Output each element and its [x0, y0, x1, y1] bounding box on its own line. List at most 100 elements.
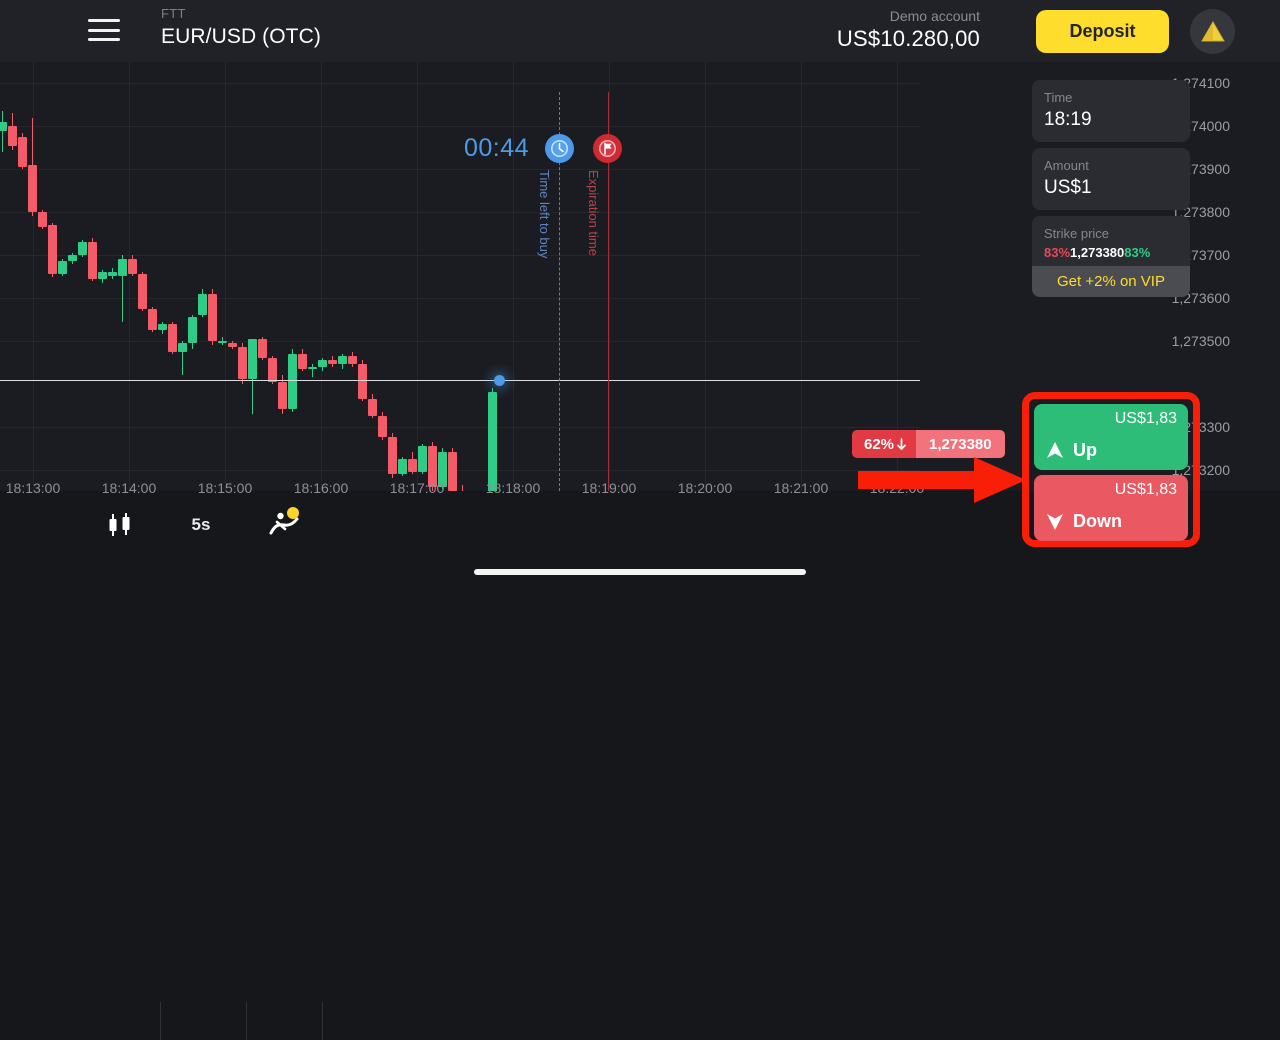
- gridline-vertical: [801, 62, 802, 491]
- hamburger-bar: [88, 38, 120, 41]
- candle-body: [388, 437, 397, 473]
- hamburger-bar: [88, 19, 120, 22]
- indicators-button[interactable]: [262, 503, 306, 543]
- home-indicator: [474, 569, 806, 575]
- candle: [0, 111, 7, 152]
- candle: [398, 457, 407, 476]
- candle: [348, 352, 357, 367]
- candle: [108, 268, 117, 279]
- candle: [408, 452, 417, 473]
- clock-icon[interactable]: [545, 134, 574, 163]
- candle-body: [268, 358, 277, 382]
- vip-upsell-button[interactable]: Get +2% on VIP: [1032, 266, 1190, 297]
- gridline-vertical: [129, 62, 130, 491]
- current-price-value: 1,273380: [916, 430, 1005, 458]
- time-tick-label: 18:16:00: [294, 480, 349, 496]
- candle: [208, 289, 217, 345]
- account-balance-block[interactable]: Demo account US$10.280,00: [837, 7, 980, 52]
- candle-body: [328, 360, 337, 364]
- flag-icon[interactable]: [593, 134, 622, 163]
- avatar[interactable]: [1190, 9, 1235, 54]
- candle: [38, 210, 47, 229]
- asset-selector[interactable]: FTT EUR/USD (OTC): [161, 6, 321, 50]
- time-tick-label: 18:19:00: [582, 480, 637, 496]
- deposit-button[interactable]: Deposit: [1036, 10, 1169, 53]
- candle-body: [168, 324, 177, 352]
- gridline-vertical: [897, 62, 898, 491]
- candle: [178, 341, 187, 375]
- candle-body: [78, 242, 87, 255]
- candle-body: [198, 294, 207, 315]
- candle: [488, 388, 497, 491]
- flag-glyph: [598, 139, 617, 158]
- candle: [228, 341, 237, 350]
- expiry-time-field[interactable]: Time 18:19: [1032, 80, 1190, 142]
- trade-buttons: US$1,83 Up US$1,83 Down: [1034, 404, 1188, 546]
- price-change-percent: 62%: [852, 430, 916, 458]
- gridline-vertical: [321, 62, 322, 491]
- down-button[interactable]: US$1,83 Down: [1034, 475, 1188, 541]
- candle-body: [148, 309, 157, 330]
- up-button[interactable]: US$1,83 Up: [1034, 404, 1188, 470]
- clock-glyph: [550, 139, 569, 158]
- time-tick-label: 18:17:00: [390, 480, 445, 496]
- candle-body: [278, 382, 287, 410]
- candle: [368, 394, 377, 418]
- candle-body: [258, 339, 267, 358]
- time-tick-label: 18:21:00: [774, 480, 829, 496]
- candle-body: [158, 324, 167, 330]
- candle-body: [358, 364, 367, 398]
- candle-body: [338, 356, 347, 365]
- candle: [218, 337, 227, 346]
- gridline-horizontal: [0, 427, 920, 428]
- candle: [328, 356, 337, 367]
- expiry-time-label: Time: [1044, 89, 1178, 106]
- candle: [338, 354, 347, 369]
- gridline-vertical: [225, 62, 226, 491]
- candle-body: [368, 399, 377, 416]
- candle-body: [28, 165, 37, 212]
- time-tick-label: 18:14:00: [102, 480, 157, 496]
- gridline-vertical: [513, 62, 514, 491]
- candle-body: [188, 317, 197, 343]
- candle: [148, 307, 157, 333]
- candle: [28, 118, 37, 217]
- indicators-icon: [267, 507, 301, 539]
- last-price-dot: [494, 375, 505, 386]
- strike-price-label: Strike price: [1044, 225, 1178, 242]
- candle-body: [238, 347, 247, 379]
- candle-wick: [2, 111, 3, 152]
- candle-body: [318, 360, 327, 366]
- time-tick-label: 18:20:00: [678, 480, 733, 496]
- current-price-badge: 62% 1,273380: [852, 430, 1005, 458]
- candle-body: [98, 272, 107, 278]
- timeframe-label: 5s: [192, 515, 211, 535]
- arrow-down-icon: [1046, 512, 1064, 531]
- down-button-content: Down: [1046, 511, 1122, 532]
- amount-value: US$1: [1044, 175, 1178, 200]
- amount-field[interactable]: Amount US$1: [1032, 148, 1190, 210]
- candle: [18, 133, 27, 169]
- expiration-time-label: Expiration time: [586, 170, 601, 256]
- candle-body: [118, 259, 127, 276]
- candle: [238, 343, 247, 384]
- gridline-horizontal: [0, 83, 920, 84]
- candle-body: [108, 272, 117, 276]
- candle: [308, 364, 317, 377]
- candle: [258, 337, 267, 361]
- gridline-vertical: [705, 62, 706, 491]
- time-tick-label: 18:18:00: [486, 480, 541, 496]
- hamburger-menu-icon[interactable]: [88, 16, 120, 44]
- candle-body: [8, 126, 17, 145]
- strike-price-field[interactable]: Strike price 83% 1,273380 83%: [1032, 216, 1190, 266]
- chart-toolbar: 5s: [0, 497, 1030, 554]
- chart-type-button[interactable]: [100, 505, 140, 545]
- down-label: Down: [1073, 511, 1122, 532]
- candle: [88, 238, 97, 281]
- candle-body: [208, 294, 217, 341]
- candle: [118, 255, 127, 321]
- expiry-time-value: 18:19: [1044, 107, 1178, 132]
- candle: [48, 223, 57, 277]
- timeframe-button[interactable]: 5s: [175, 505, 227, 545]
- candle: [168, 322, 177, 354]
